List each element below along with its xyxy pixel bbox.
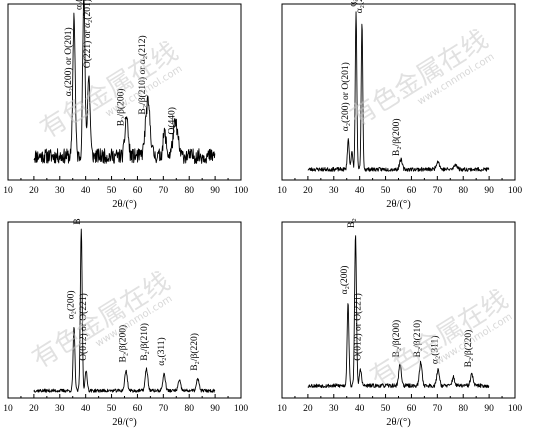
x-tick-label: 70 [159,186,169,196]
x-tick-label: 100 [508,186,523,196]
x-tick-label: 60 [133,186,143,196]
x-tick-label: 100 [234,404,249,414]
x-tick-label: 50 [381,404,391,414]
xrd-series-line [33,228,216,393]
peak-label: B₂/β(220) [189,333,200,371]
x-tick-label: 90 [210,186,220,196]
x-tick-label: 70 [433,404,443,414]
x-tick-label: 60 [407,404,417,414]
peak-label: B₂/β(200) [391,320,402,358]
peak-label: α₂(311) [429,336,440,365]
x-tick-label: 10 [3,186,13,196]
x-tick-label: 20 [29,404,39,414]
x-tick-label: 90 [484,186,494,196]
x-tick-label: 30 [55,404,65,414]
peak-label: O(221) or α₂(201) [82,0,93,68]
x-tick-label: 70 [433,186,443,196]
x-tick-label: 80 [184,404,194,414]
xrd-series-line [307,235,490,389]
xrd-panel-bottom-left: 10 20 30 40 50 60 70 80 90 100 2θ/(°) α₂(200) B₂/β(1… [3,218,249,428]
peak-label: O(440) [167,107,178,134]
peak-label: B₂/β(200) [116,88,127,126]
peak-label: α₂(200) or O(201) [340,62,351,131]
xrd-panel-top-right: 10 20 30 40 50 60 70 80 90 100 2θ/(°) α₂(200) or O(… [277,0,523,210]
xrd-series-line [307,11,490,172]
peak-label: α₂(311) [156,337,167,366]
x-tick-label: 100 [508,404,523,414]
x-tick-label: 10 [3,404,13,414]
x-tick-label: 30 [55,186,65,196]
peak-label: O(012) or O(221) [78,293,89,361]
x-tick-label: 40 [81,186,91,196]
x-tick-label: 20 [29,186,39,196]
x-axis-label: 2θ/(°) [112,199,137,210]
x-tick-label: 70 [159,404,169,414]
x-tick-label: 40 [355,404,365,414]
peak-label: B₂/β(210) or α₂(212) [137,35,148,114]
xrd-series-line [33,0,216,164]
x-tick-label: 40 [355,186,365,196]
x-tick-label: 80 [458,186,468,196]
peak-label: α₂(002) [74,0,85,10]
x-axis-label: 2θ/(°) [386,199,411,210]
peak-label: B₂/β(200) [391,118,402,156]
x-tick-label: 10 [277,186,287,196]
x-tick-label: 30 [329,186,339,196]
x-tick-label: 40 [81,404,91,414]
peak-label: O(012) or O(221) [352,293,363,361]
peak-label: α₂(200) [66,290,77,319]
x-tick-label: 20 [303,404,313,414]
x-tick-label: 60 [133,404,143,414]
x-tick-label: 80 [458,404,468,414]
x-tick-label: 50 [107,186,117,196]
peak-label: B₂/β(110) [346,218,357,228]
xrd-panel-top-left: 10 20 30 40 50 60 70 80 90 100 2θ/(°) α₂(200) or O(… [3,0,249,210]
x-tick-label: 100 [234,186,249,196]
peak-label: B₂/β(220) [463,330,474,368]
peak-label: α₂(200) [339,266,350,295]
x-axis-label: 2θ/(°) [112,417,137,428]
peak-label: B₂/β(110) [72,218,83,225]
x-tick-label: 50 [107,404,117,414]
peak-label: B₂/β(210) [412,320,423,358]
x-tick-label: 60 [407,186,417,196]
peak-label: α₂(002) [347,0,358,7]
peak-label: B₂/β(210) [139,323,150,361]
x-tick-label: 20 [303,186,313,196]
peak-label: B₂/β(200) [118,325,129,363]
x-tick-label: 80 [184,186,194,196]
x-tick-label: 90 [210,404,220,414]
x-tick-label: 30 [329,404,339,414]
x-tick-label: 50 [381,186,391,196]
x-axis-label: 2θ/(°) [386,417,411,428]
x-tick-label: 10 [277,404,287,414]
x-tick-label: 90 [484,404,494,414]
xrd-panel-bottom-right: 10 20 30 40 50 60 70 80 90 100 2θ/(°) α₂(200) B₂/β(1… [277,218,523,428]
peak-label: α₂(200) or O(201) [63,27,74,96]
plot-frame [7,221,242,399]
peak-label: α₂(201) [354,0,365,13]
